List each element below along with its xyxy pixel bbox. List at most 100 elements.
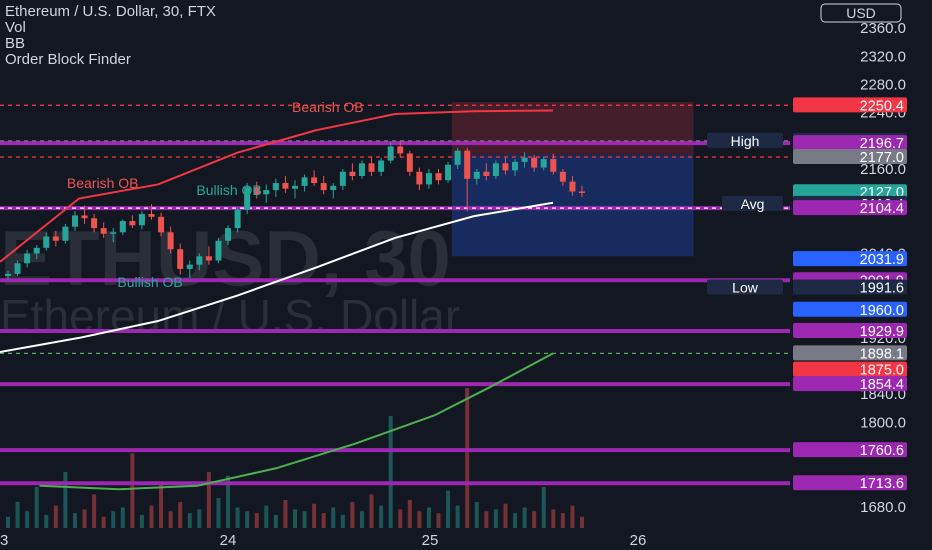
volume-bar [34, 486, 39, 528]
volume-bar [226, 475, 231, 528]
volume-bar [331, 507, 336, 528]
price-tag-label-box [722, 195, 783, 211]
candle-body [100, 228, 107, 234]
candle-body [492, 163, 499, 176]
x-tick-label: 25 [422, 532, 439, 549]
currency-button[interactable] [820, 3, 902, 23]
price-tag-value: 1854.4 [860, 377, 904, 393]
price-tag-label-box [707, 132, 783, 148]
price-tag-label: Low [732, 280, 759, 296]
volume-bar [25, 511, 30, 528]
y-tick-label: 2360.0 [860, 20, 906, 37]
volume-bar [302, 511, 307, 528]
volume-bar [149, 505, 154, 528]
candle-body [512, 161, 519, 171]
candle-body [301, 177, 308, 186]
candle-body [531, 157, 538, 168]
candle-body [559, 171, 566, 182]
price-tag [793, 97, 907, 113]
volume-bar [206, 472, 211, 528]
candle-body [205, 256, 212, 261]
candle-body [387, 146, 394, 161]
price-tag-label: High [731, 133, 760, 149]
candle-body [196, 256, 203, 265]
candle-body [129, 221, 136, 226]
price-tag [793, 361, 907, 377]
candle-body [397, 146, 404, 154]
currency-label: USD [846, 5, 876, 21]
y-tick-label: 2160.0 [860, 161, 906, 178]
volume-bar [6, 516, 10, 528]
bb-lower-line [39, 352, 554, 491]
volume-bar [379, 505, 384, 528]
volume-bar [513, 513, 518, 528]
price-tag [793, 442, 907, 458]
candle-body [272, 183, 279, 191]
volume-bar [388, 416, 393, 528]
volume-bar [273, 514, 278, 528]
short-position-stop-zone [451, 102, 694, 155]
volume-bar [560, 513, 565, 528]
candle-body [282, 183, 289, 189]
volume-bar [82, 509, 87, 528]
y-tick-label: 1680.0 [860, 499, 906, 516]
volume-bar [101, 516, 106, 528]
legend-bb: BB [5, 35, 26, 52]
volume-bar [72, 513, 77, 528]
price-tag [793, 200, 907, 216]
volume-bar [532, 511, 537, 528]
candle-body [406, 153, 413, 172]
short-position-target-zone [451, 154, 694, 257]
volume-bar [130, 453, 135, 528]
volume-bar [350, 501, 355, 528]
price-tag-value: 2031.9 [860, 252, 904, 268]
price-tag-value: 1875.0 [860, 363, 904, 379]
volume-bar [283, 500, 288, 528]
volume-bar [53, 505, 58, 528]
price-tag [793, 301, 907, 317]
legend-obf: Order Block Finder [5, 51, 131, 68]
y-tick-label: 2320.0 [860, 48, 906, 65]
candle-body [349, 171, 356, 176]
legend-title: Ethereum / U.S. Dollar, 30, FTX [5, 3, 216, 20]
volume-bar [503, 503, 508, 528]
price-tag-value: 2250.4 [860, 98, 904, 114]
candle-body [473, 171, 480, 179]
candle-body [569, 181, 576, 192]
x-tick-label: 24 [220, 532, 237, 549]
candle-body [330, 185, 337, 191]
volume-bar [340, 514, 345, 528]
price-tag [793, 135, 907, 151]
candle-body [445, 164, 452, 181]
candle-body [110, 232, 117, 234]
price-tag [793, 251, 907, 267]
candle-body [435, 173, 442, 181]
candle-body [33, 247, 40, 254]
candle-body [464, 150, 471, 179]
volume-bar [92, 494, 97, 528]
chart-legend: Ethereum / U.S. Dollar, 30, FTX Vol BB O… [5, 4, 216, 68]
volume-bar [15, 501, 20, 528]
candle-body [215, 240, 222, 261]
candle-body [71, 215, 78, 227]
candle-body [177, 249, 184, 269]
volume-bar [551, 509, 556, 528]
candle-body [358, 163, 365, 176]
candle-body [483, 171, 490, 176]
candle-body [138, 214, 145, 226]
volume-bar [321, 513, 326, 528]
candle-body [253, 187, 260, 195]
volume-bar [359, 511, 364, 528]
volume-bar [254, 513, 259, 528]
y-tick-label: 1800.0 [860, 414, 906, 431]
candle-body [234, 209, 241, 229]
price-tag [793, 376, 907, 392]
candle-body [119, 221, 126, 233]
volume-bar [541, 486, 546, 528]
volume-bar [369, 494, 374, 528]
price-tag-value: 2104.4 [860, 201, 904, 217]
volume-bar [264, 505, 269, 528]
candle-body [158, 216, 165, 233]
volume-bar [159, 481, 164, 528]
